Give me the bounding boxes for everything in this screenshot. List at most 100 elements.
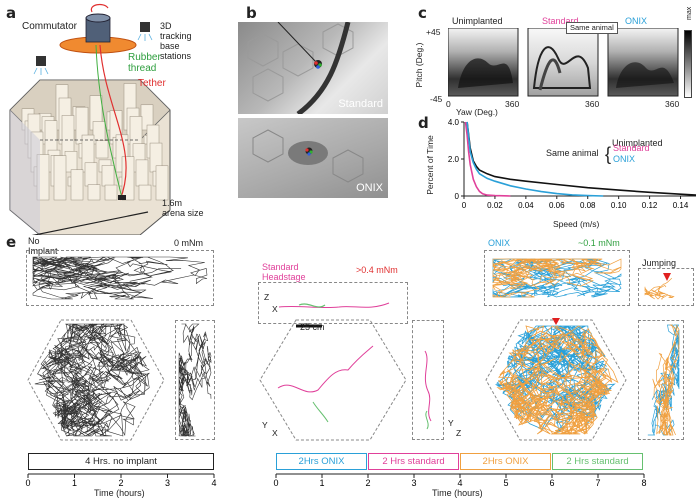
torque-none: 0 mNm xyxy=(174,238,203,248)
torque-standard: >0.4 mNm xyxy=(356,265,398,275)
timeline-2-tick: 4 xyxy=(457,478,462,486)
d-ylabel-holder: Percent of Time xyxy=(424,126,436,206)
yaw-axis-label: Yaw (Deg.) xyxy=(456,107,498,117)
timeline-1-tick: 1 xyxy=(72,478,77,486)
trajectory-jumping xyxy=(638,268,694,306)
timeline-standard-box-2: 2 Hrs standard xyxy=(552,453,643,470)
d-xtick: 0.04 xyxy=(518,201,534,210)
occupancy-heatmaps xyxy=(448,28,679,97)
onix-e-label: ONIX xyxy=(488,238,511,248)
timeline-2-tick: 2 xyxy=(365,478,370,486)
yaw-tick-right-1: 360 xyxy=(505,99,520,109)
legend-unimplanted: Unimplanted xyxy=(612,138,663,148)
timeline-2-label: Time (hours) xyxy=(432,488,483,498)
d-ytick: 2.0 xyxy=(448,155,460,164)
arena-size-line-2: arena size xyxy=(162,208,204,218)
arena-size-line-1: 1.6m xyxy=(162,198,183,208)
timeline-2-tick: 7 xyxy=(595,478,600,486)
pitch-axis-label: Pitch (Deg.) xyxy=(412,30,424,104)
timeline-2-tick: 6 xyxy=(549,478,554,486)
timeline-1-tick: 2 xyxy=(118,478,123,486)
timeline-onix-box-1: 2Hrs ONIX xyxy=(276,453,367,470)
rubber-thread-label: Rubber thread xyxy=(128,52,161,74)
legend-onix: ONIX xyxy=(613,154,636,164)
same-animal-tag: Same animal xyxy=(566,22,618,34)
arena-size-label: 1.6m arena size xyxy=(162,198,204,218)
trajectory-side-onix xyxy=(484,250,630,306)
timeline-2-axis: 0 1 2 3 4 5 6 7 8 xyxy=(273,473,647,486)
series-line-unimplanted xyxy=(466,121,697,196)
trajectory-side-standard xyxy=(258,282,408,324)
d-ytick: 0 xyxy=(455,192,460,201)
tether-label: Tether xyxy=(138,78,166,89)
timeline-1-axis: 0 1 2 3 4 xyxy=(25,473,217,486)
d-xtick: 0.12 xyxy=(642,201,658,210)
tracking-stations-label: 3D tracking base stations xyxy=(160,21,192,61)
timeline-1-tick: 0 xyxy=(25,478,30,486)
standard-headstage-label: Standard Headstage xyxy=(262,262,306,282)
colorbar-max: max xyxy=(686,6,693,20)
heatmap-title-onix: ONIX xyxy=(625,16,648,26)
tracking-line-4: stations xyxy=(160,51,192,61)
panel-b-label: b xyxy=(246,4,257,22)
series-line-onix xyxy=(466,121,604,197)
axis-z-standard: Z xyxy=(264,292,270,302)
trajectory-top-standard xyxy=(259,319,407,441)
d-ytick: 4.0 xyxy=(448,118,460,127)
standard-photo: Standard xyxy=(238,22,388,114)
trajectory-front-no-implant xyxy=(175,320,215,440)
scalebar-label: 25 cm xyxy=(300,322,325,332)
jumping-label: Jumping xyxy=(642,258,677,268)
timeline-2-tick: 8 xyxy=(641,478,646,486)
axis-y2-standard: Y xyxy=(448,418,454,428)
heatmap-title-standard: Standard xyxy=(542,16,579,26)
standard-photo-label: Standard xyxy=(338,98,383,110)
colorbar xyxy=(684,30,692,98)
timeline-no-implant-box: 4 Hrs. no implant xyxy=(28,453,214,470)
yaw-tick-right-3: 360 xyxy=(665,99,680,109)
pitch-axis-text: Pitch (Deg.) xyxy=(414,42,424,88)
pitch-tick-bottom: -45 xyxy=(430,94,443,104)
d-xtick: 0.02 xyxy=(487,201,503,210)
onix-photo-label: ONIX xyxy=(356,182,383,194)
axis-x2-standard: X xyxy=(272,428,278,438)
onix-photo: ONIX xyxy=(238,118,388,198)
d-xtick: 0.10 xyxy=(611,201,627,210)
timeline-standard-box-1: 2 Hrs standard xyxy=(368,453,459,470)
d-xtick: 0.06 xyxy=(549,201,565,210)
standard-headstage-line-2: Headstage xyxy=(262,272,306,282)
timeline-2-tick: 5 xyxy=(503,478,508,486)
d-xtick: 0 xyxy=(462,201,467,210)
standard-headstage-line-1: Standard xyxy=(262,262,299,272)
legend-standard: Standard xyxy=(613,143,650,153)
timeline-1-label: Time (hours) xyxy=(94,488,145,498)
trajectory-side-no-implant xyxy=(26,250,214,306)
speed-distribution-chart: 0 0.02 0.04 0.06 0.08 0.10 0.12 0.14 0 2.0 4.0 xyxy=(448,118,697,210)
timeline-1-tick: 4 xyxy=(211,478,216,486)
axis-x-standard: X xyxy=(272,304,278,314)
yaw-tick-left: 0 xyxy=(446,99,451,109)
legend-brace: { xyxy=(605,144,612,164)
heatmap-title-unimplanted: Unimplanted xyxy=(452,16,503,26)
torque-onix: ~0.1 mNm xyxy=(578,238,620,248)
d-xtick: 0.14 xyxy=(673,201,689,210)
yaw-tick-right-2: 360 xyxy=(585,99,600,109)
no-implant-line-2: Implant xyxy=(28,246,58,256)
rubber-line-2: thread xyxy=(128,63,157,74)
timeline-2-tick: 0 xyxy=(273,478,278,486)
timeline-1-tick: 3 xyxy=(165,478,170,486)
trajectory-front-onix xyxy=(638,320,684,440)
timeline-2-tick: 3 xyxy=(411,478,416,486)
no-implant-label: No Implant xyxy=(28,236,58,256)
tracking-line-3: base xyxy=(160,41,180,51)
series-line-standard xyxy=(464,121,511,197)
trajectory-top-no-implant xyxy=(27,319,165,441)
axis-y-standard: Y xyxy=(262,420,268,430)
trajectory-top-onix xyxy=(485,318,627,441)
d-xtick: 0.08 xyxy=(580,201,596,210)
d-xlabel: Speed (m/s) xyxy=(553,219,600,229)
pitch-tick-top: +45 xyxy=(426,27,441,37)
legend-same-animal: Same animal xyxy=(546,148,599,158)
arena-illustration xyxy=(9,3,171,235)
panel-e-label: e xyxy=(6,233,17,251)
